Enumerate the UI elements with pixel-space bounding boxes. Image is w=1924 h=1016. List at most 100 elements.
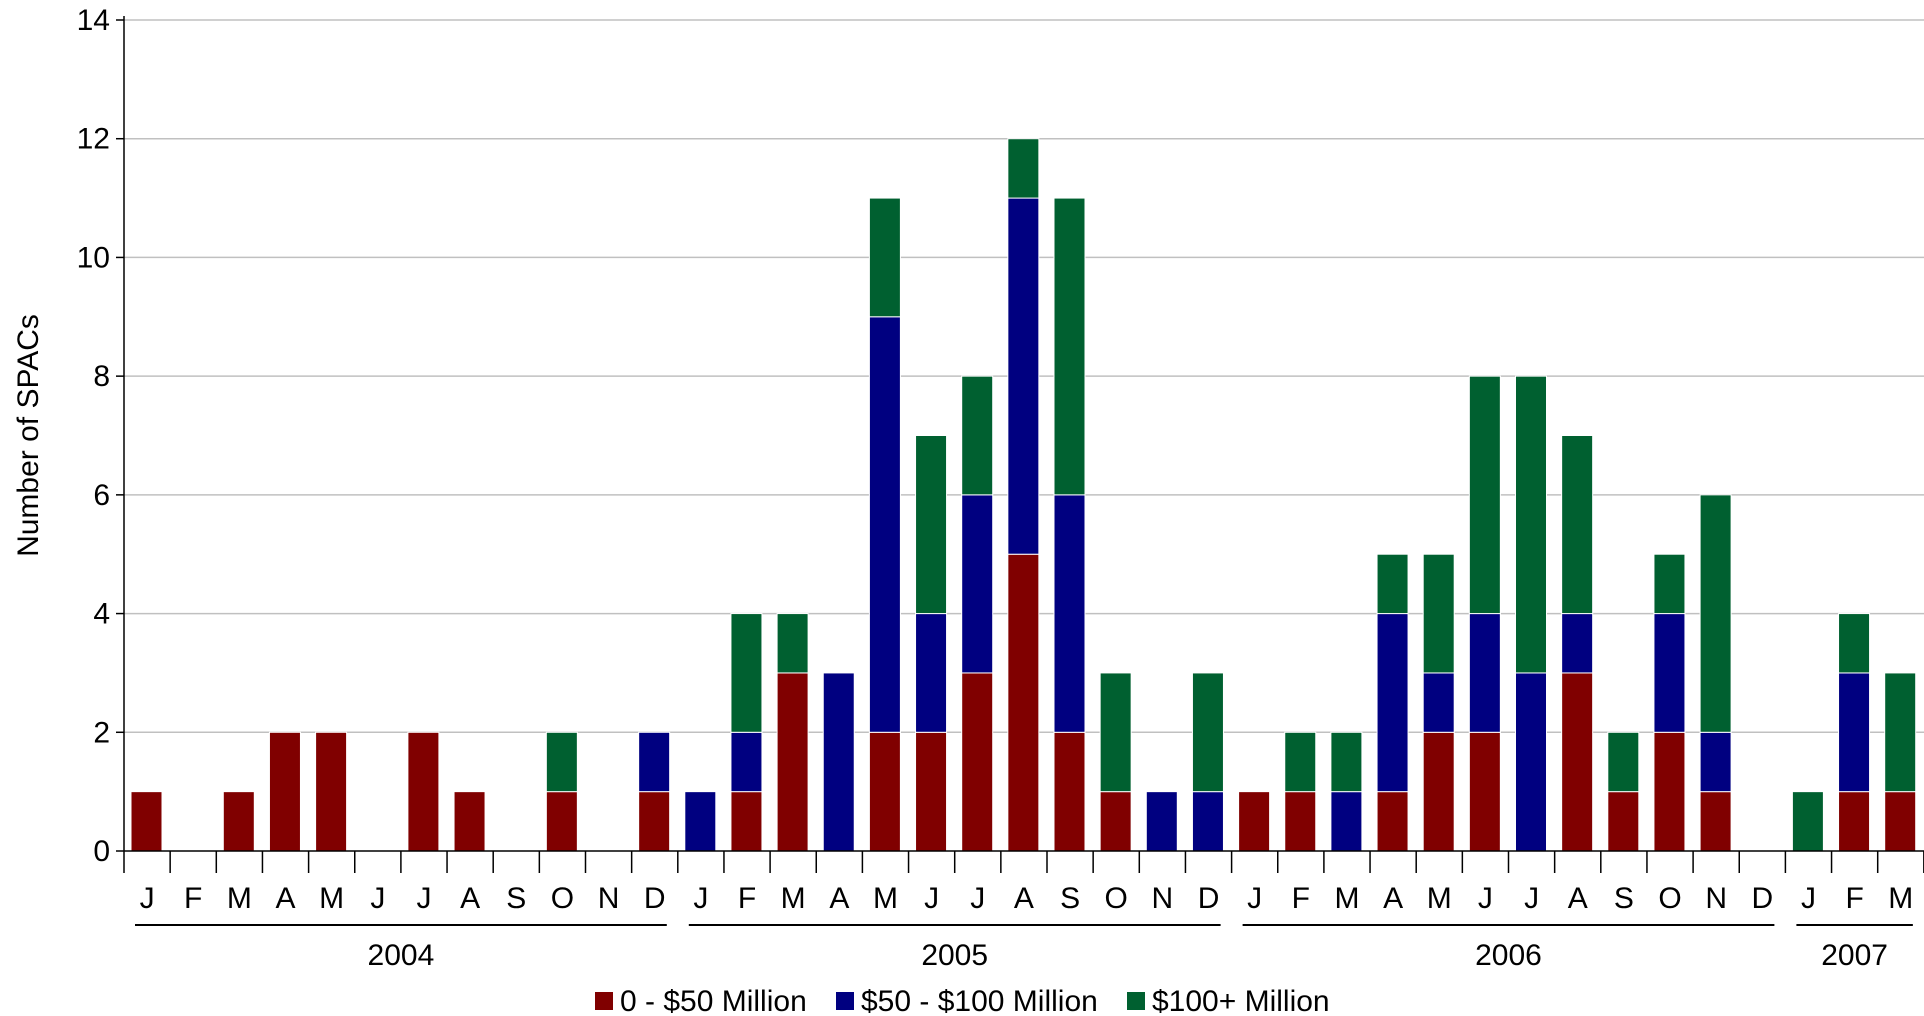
bar-segment-3	[1468, 375, 1501, 615]
legend-swatch-1	[595, 992, 613, 1010]
bar-segment-1	[222, 791, 255, 852]
bar-segment-3	[1099, 672, 1132, 793]
bar-segment-2	[1838, 672, 1871, 793]
bar-segment-3	[915, 435, 948, 615]
x-tick-label: F	[1292, 882, 1310, 915]
year-label: 2005	[921, 939, 988, 972]
axes	[116, 16, 1924, 926]
y-tick-label: 4	[93, 598, 110, 631]
bar-segment-1	[1884, 791, 1917, 852]
bar-segment-2	[1191, 791, 1224, 852]
x-tick-label: A	[1383, 882, 1403, 915]
y-tick-label: 2	[93, 716, 110, 749]
x-tick-label: J	[970, 882, 985, 915]
bar-segment-1	[1053, 731, 1086, 852]
y-tick-label: 8	[93, 360, 110, 393]
x-tick-label: D	[1751, 882, 1773, 915]
x-tick-label: F	[738, 882, 756, 915]
x-tick-label: M	[1427, 882, 1452, 915]
bar-segment-2	[730, 731, 763, 793]
bar-segment-1	[407, 731, 440, 852]
bar-segment-3	[1791, 791, 1824, 852]
bars	[130, 138, 1917, 852]
x-tick-label: A	[460, 882, 480, 915]
x-tick-label: A	[1014, 882, 1034, 915]
x-tick-label: F	[1845, 882, 1863, 915]
bar-segment-1	[1284, 791, 1317, 852]
bar-segment-3	[1422, 553, 1455, 674]
bar-segment-1	[1468, 731, 1501, 852]
x-tick-label: M	[319, 882, 344, 915]
x-tick-label: J	[693, 882, 708, 915]
x-tick-label: J	[416, 882, 431, 915]
bar-segment-3	[961, 375, 994, 496]
bar-segment-3	[1515, 375, 1547, 674]
bar-segment-1	[1422, 731, 1455, 852]
bar-segment-2	[1330, 791, 1363, 852]
bar-segment-2	[868, 316, 901, 733]
x-tick-label: A	[1568, 882, 1588, 915]
bar-segment-1	[730, 791, 763, 852]
bar-segment-1	[1561, 672, 1594, 852]
bar-segment-1	[1007, 553, 1040, 852]
bar-segment-2	[684, 791, 717, 852]
year-label: 2006	[1475, 939, 1542, 972]
x-tick-label: D	[644, 882, 666, 915]
year-label: 2004	[368, 939, 435, 972]
bar-segment-2	[1653, 613, 1686, 733]
bar-segment-3	[776, 613, 809, 674]
x-tick-label: O	[1658, 882, 1681, 915]
legend-label-1: 0 - $50 Million	[620, 985, 807, 1016]
legend-label-2: $50 - $100 Million	[861, 985, 1098, 1016]
y-axis-title: Number of SPACs	[12, 314, 45, 557]
bar-segment-3	[545, 731, 578, 793]
x-tick-label: J	[924, 882, 939, 915]
y-tick-label: 12	[77, 123, 110, 156]
bar-segment-2	[1145, 791, 1178, 852]
x-tick-label: M	[873, 882, 898, 915]
bar-segment-3	[1376, 553, 1409, 615]
x-tick-label: M	[1888, 882, 1913, 915]
x-tick-label: J	[1524, 882, 1539, 915]
bar-segment-1	[268, 731, 301, 852]
bar-segment-3	[1007, 138, 1040, 199]
legend-label-3: $100+ Million	[1152, 985, 1330, 1016]
bar-segment-1	[545, 791, 578, 852]
bar-segment-3	[1053, 197, 1086, 496]
x-tick-label: N	[598, 882, 620, 915]
bar-segment-3	[1699, 494, 1732, 733]
legend: 0 - $50 Million $50 - $100 Million $100+ M…	[595, 985, 1330, 1016]
bar-segment-1	[130, 791, 163, 852]
bar-segment-1	[1838, 791, 1871, 852]
bar-segment-1	[1238, 791, 1271, 852]
x-tick-label: J	[370, 882, 385, 915]
x-tick-label: A	[276, 882, 296, 915]
x-tick-label: J	[140, 882, 155, 915]
x-tick-label: N	[1152, 882, 1174, 915]
x-tick-label: J	[1478, 882, 1493, 915]
bar-segment-1	[1607, 791, 1640, 852]
bar-segment-1	[1376, 791, 1409, 852]
bar-segment-3	[1607, 731, 1640, 793]
x-tick-label: J	[1801, 882, 1816, 915]
bar-segment-1	[961, 672, 994, 852]
x-tick-label: F	[184, 882, 202, 915]
bar-segment-1	[1699, 791, 1732, 852]
bar-segment-3	[1284, 731, 1317, 793]
bar-segment-2	[1376, 613, 1409, 793]
x-tick-label: S	[506, 882, 526, 915]
bar-segment-3	[1191, 672, 1224, 793]
y-tick-label: 14	[77, 4, 110, 37]
bar-segment-3	[1838, 613, 1871, 674]
bar-segment-2	[961, 494, 994, 674]
bar-segment-1	[1653, 731, 1686, 852]
bar-segment-2	[638, 731, 671, 793]
bar-segment-1	[638, 791, 671, 852]
bar-segment-3	[868, 197, 901, 318]
x-tick-label: A	[829, 882, 849, 915]
bar-segment-2	[822, 672, 855, 852]
bar-segment-1	[1099, 791, 1132, 852]
bar-segment-3	[730, 613, 763, 733]
